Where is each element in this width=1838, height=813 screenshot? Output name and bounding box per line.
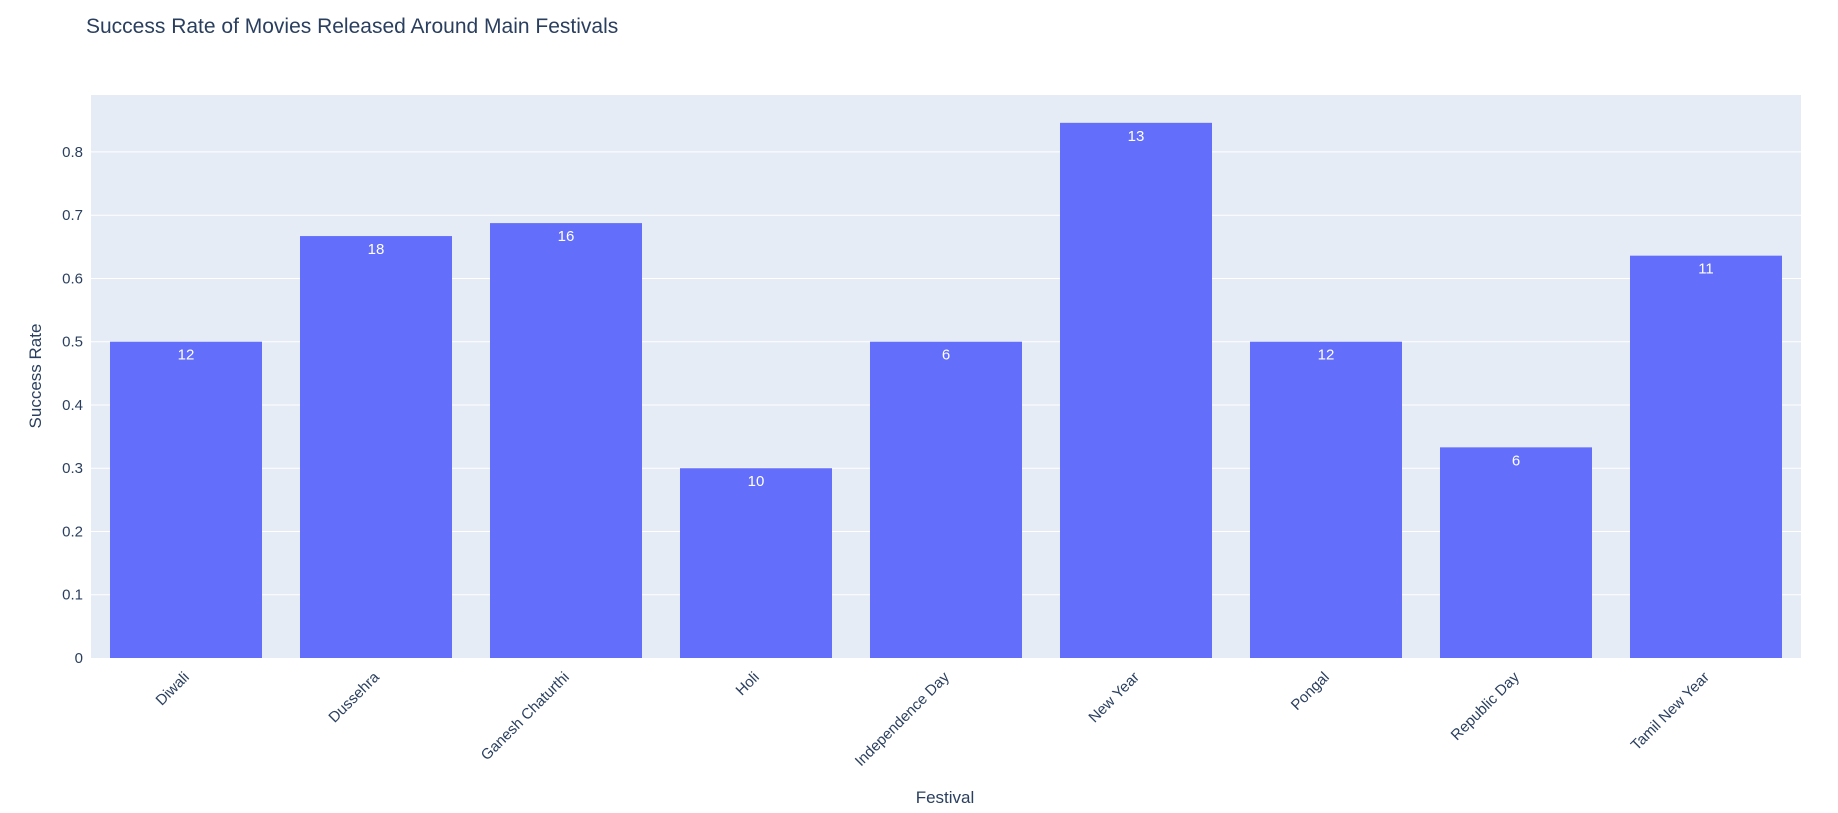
y-tick-label: 0.8 <box>62 144 83 161</box>
bar-data-label: 11 <box>1698 261 1714 278</box>
x-tick-labels: Diwali Dussehra Ganesh Chaturthi Holi Indepe… <box>153 668 1713 770</box>
y-tick-label: 0.3 <box>62 460 83 477</box>
bar-data-label: 10 <box>748 473 765 490</box>
bar <box>1630 255 1782 659</box>
bar-data-label: 13 <box>1128 128 1145 145</box>
x-tick-label: Independence Day <box>852 668 953 769</box>
y-tick-label: 0 <box>75 650 83 667</box>
bar-data-label: 12 <box>1318 347 1335 364</box>
x-tick-label: Pongal <box>1288 669 1333 714</box>
bars: 12 18 16 10 6 13 12 6 11 <box>110 122 1782 659</box>
bar <box>300 236 452 659</box>
bar-data-label: 6 <box>942 347 950 364</box>
bar-data-label: 12 <box>178 347 195 364</box>
y-tick-label: 0.1 <box>62 587 83 604</box>
x-tick-label: Tamil New Year <box>1628 669 1713 754</box>
y-tick-label: 0.5 <box>62 334 83 351</box>
y-tick-label: 0.4 <box>62 397 83 414</box>
bar <box>110 341 262 658</box>
bar-data-label: 18 <box>368 241 385 258</box>
y-tick-label: 0.2 <box>62 523 83 540</box>
chart-title: Success Rate of Movies Released Around M… <box>86 15 618 38</box>
y-tick-label: 0.7 <box>62 207 83 224</box>
bar <box>1440 447 1592 658</box>
bar-data-label: 16 <box>558 228 575 245</box>
y-tick-label: 0.6 <box>62 270 83 287</box>
x-tick-label: Ganesh Chaturthi <box>478 669 573 764</box>
x-tick-label: Dussehra <box>325 668 383 726</box>
x-tick-label: New Year <box>1085 669 1142 726</box>
bar <box>490 223 642 658</box>
x-axis-title: Festival <box>916 788 975 807</box>
y-axis-title: Success Rate <box>26 324 45 429</box>
bar <box>680 468 832 658</box>
bar <box>1250 341 1402 658</box>
x-tick-label: Diwali <box>153 669 193 709</box>
y-tick-labels: 0 0.1 0.2 0.3 0.4 0.5 0.6 0.7 0.8 <box>62 144 83 667</box>
x-tick-label: Holi <box>733 669 763 699</box>
bar-data-label: 6 <box>1512 452 1520 469</box>
bar <box>1060 122 1212 658</box>
bar <box>870 341 1022 658</box>
x-tick-label: Republic Day <box>1448 668 1523 743</box>
